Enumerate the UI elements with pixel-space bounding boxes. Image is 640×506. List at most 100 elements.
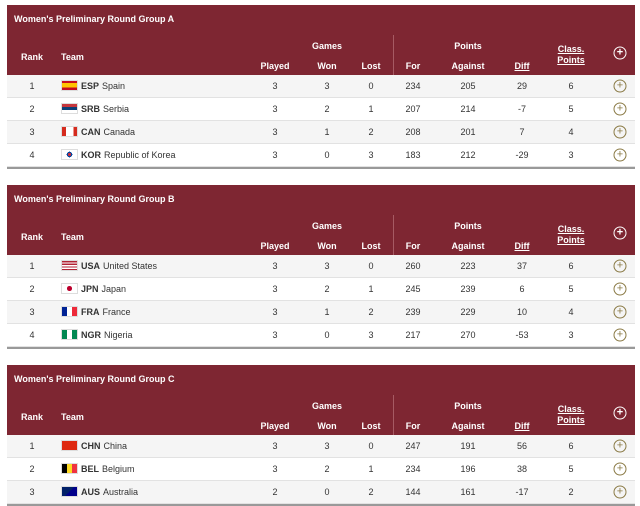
expand-row-icon[interactable]: +	[613, 439, 627, 453]
cell-against: 223	[460, 261, 476, 271]
cell-rank: 1	[29, 261, 35, 271]
rows: 1 3 3 0 260 223 37 6 USA United States +2 3 2 1 245 239…	[7, 255, 635, 347]
header-diff: Diff	[514, 241, 530, 251]
cell-for: 239	[405, 307, 421, 317]
cell-rank: 4	[29, 330, 35, 340]
cell-played: 3	[272, 441, 278, 451]
expand-row-icon[interactable]: +	[613, 79, 627, 93]
expand-row-icon[interactable]: +	[613, 282, 627, 296]
table-row[interactable]: 2 3 2 1 207 214 -7 5 SRB Serbia +	[7, 98, 635, 121]
cell-played: 3	[272, 127, 278, 137]
team-name: France	[102, 306, 131, 317]
team-name: Japan	[101, 283, 127, 294]
team-cell[interactable]: AUS Australia	[61, 486, 138, 497]
cell-rank: 3	[29, 127, 35, 137]
team-cell[interactable]: CAN Canada	[61, 126, 135, 137]
table-row[interactable]: 2 3 2 1 234 196 38 5 BEL Belgium +	[7, 458, 635, 481]
cell-rank: 1	[29, 441, 35, 451]
table-row[interactable]: 3 3 1 2 208 201 7 4 CAN Canada +	[7, 121, 635, 144]
cell-diff: 38	[516, 464, 528, 474]
group-table: Women's Preliminary Round Group A Rank Tea…	[7, 5, 635, 169]
cell-won: 0	[324, 330, 330, 340]
team-cell[interactable]: KOR Republic of Korea	[61, 149, 176, 160]
flag-icon	[61, 440, 78, 451]
expand-row-icon[interactable]: +	[613, 462, 627, 476]
header-class: Class.	[557, 44, 585, 54]
cell-points: 6	[568, 441, 574, 451]
group-header: Women's Preliminary Round Group A Rank Tea…	[7, 5, 635, 75]
table-row[interactable]: 4 3 0 3 183 212 -29 3 KOR Republic of Korea +	[7, 144, 635, 167]
team-cell[interactable]: NGR Nigeria	[61, 329, 133, 340]
cell-for: 245	[405, 284, 421, 294]
table-row[interactable]: 1 3 3 0 260 223 37 6 USA United States +	[7, 255, 635, 278]
expand-all-icon[interactable]: +	[613, 406, 627, 420]
team-code: FRA	[81, 306, 100, 317]
cell-lost: 0	[368, 441, 374, 451]
rows: 1 3 3 0 247 191 56 6 CHN China +2 3 2 1 234 196 38 5 BEL Be…	[7, 435, 635, 504]
cell-diff: -29	[515, 150, 529, 160]
table-row[interactable]: 3 2 0 2 144 161 -17 2 AUS Australia +	[7, 481, 635, 504]
expand-row-icon[interactable]: +	[613, 259, 627, 273]
header-games: Games	[311, 221, 343, 231]
cell-diff: -7	[517, 104, 527, 114]
header-won: Won	[317, 241, 337, 251]
cell-played: 2	[272, 487, 278, 497]
expand-row-icon[interactable]: +	[613, 328, 627, 342]
group-title: Women's Preliminary Round Group C	[14, 374, 175, 384]
team-cell[interactable]: CHN China	[61, 440, 127, 451]
header-against: Against	[451, 61, 485, 71]
cell-against: 191	[460, 441, 476, 451]
table-row[interactable]: 1 3 3 0 247 191 56 6 CHN China +	[7, 435, 635, 458]
cell-against: 214	[460, 104, 476, 114]
group-table: Women's Preliminary Round Group C Rank Tea…	[7, 365, 635, 506]
expand-row-icon[interactable]: +	[613, 125, 627, 139]
cell-diff: 37	[516, 261, 528, 271]
team-code: JPN	[81, 283, 99, 294]
group-title: Women's Preliminary Round Group B	[14, 194, 175, 204]
flag-icon	[61, 329, 78, 340]
cell-lost: 3	[368, 150, 374, 160]
cell-won: 3	[324, 441, 330, 451]
cell-won: 3	[324, 261, 330, 271]
group-header: Women's Preliminary Round Group C Rank Tea…	[7, 365, 635, 435]
team-cell[interactable]: JPN Japan	[61, 283, 126, 294]
cell-for: 260	[405, 261, 421, 271]
team-cell[interactable]: SRB Serbia	[61, 103, 129, 114]
cell-diff: 56	[516, 441, 528, 451]
header-points: Points	[454, 221, 482, 231]
team-cell[interactable]: USA United States	[61, 260, 157, 271]
table-row[interactable]: 3 3 1 2 239 229 10 4 FRA France +	[7, 301, 635, 324]
cell-diff: 7	[519, 127, 525, 137]
team-cell[interactable]: BEL Belgium	[61, 463, 135, 474]
cell-points: 5	[568, 104, 574, 114]
cell-for: 183	[405, 150, 421, 160]
team-cell[interactable]: ESP Spain	[61, 80, 125, 91]
cell-for: 207	[405, 104, 421, 114]
cell-rank: 4	[29, 150, 35, 160]
expand-all-icon[interactable]: +	[613, 46, 627, 60]
expand-row-icon[interactable]: +	[613, 305, 627, 319]
table-row[interactable]: 1 3 3 0 234 205 29 6 ESP Spain +	[7, 75, 635, 98]
cell-played: 3	[272, 81, 278, 91]
flag-icon	[61, 80, 78, 91]
team-code: NGR	[81, 329, 101, 340]
cell-lost: 0	[368, 261, 374, 271]
cell-played: 3	[272, 104, 278, 114]
cell-diff: 6	[519, 284, 525, 294]
flag-icon	[61, 260, 78, 271]
expand-all-icon[interactable]: +	[613, 226, 627, 240]
expand-row-icon[interactable]: +	[613, 148, 627, 162]
team-cell[interactable]: FRA France	[61, 306, 131, 317]
table-row[interactable]: 2 3 2 1 245 239 6 5 JPN Japan +	[7, 278, 635, 301]
header-team: Team	[61, 232, 84, 242]
team-code: BEL	[81, 463, 99, 474]
expand-row-icon[interactable]: +	[613, 485, 627, 499]
cell-played: 3	[272, 464, 278, 474]
cell-for: 234	[405, 464, 421, 474]
cell-against: 212	[460, 150, 476, 160]
cell-points: 5	[568, 464, 574, 474]
expand-row-icon[interactable]: +	[613, 102, 627, 116]
table-row[interactable]: 4 3 0 3 217 270 -53 3 NGR Nigeria +	[7, 324, 635, 347]
team-code: USA	[81, 260, 101, 271]
group-header: Women's Preliminary Round Group B Rank Tea…	[7, 185, 635, 255]
